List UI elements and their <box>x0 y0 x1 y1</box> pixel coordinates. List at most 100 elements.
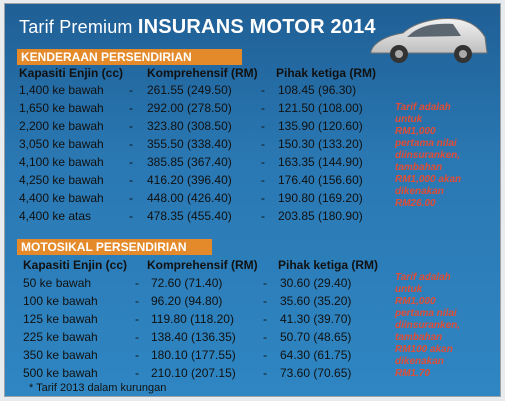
car-rate-row: 4,400 ke bawah - 448.00 (426.40) - 190.8… <box>19 189 389 207</box>
comprehensive-cell: 119.80 (118.20) <box>151 312 234 326</box>
capacity-cell: 4,100 ke bawah <box>19 155 104 169</box>
comprehensive-cell: 72.60 (71.40) <box>151 276 223 290</box>
dash: - <box>261 191 265 205</box>
note-line: Tarif adalah <box>395 272 451 283</box>
dash: - <box>261 209 265 223</box>
dash: - <box>263 276 267 290</box>
note-line: RM100 akan <box>395 344 453 355</box>
dash: - <box>263 312 267 326</box>
car-capacity-header: Kapasiti Enjin (cc) <box>19 66 124 80</box>
third-party-cell: 30.60 (29.40) <box>280 276 352 290</box>
dash: - <box>261 173 265 187</box>
car-section-band: KENDERAAN PERSENDIRIAN <box>17 49 242 65</box>
page-title: Tarif Premium INSURANS MOTOR 2014 <box>19 16 376 39</box>
note-line: RM26.00 <box>395 198 436 209</box>
comprehensive-cell: 355.50 (338.40) <box>147 137 232 151</box>
note-line: pertama nilai <box>395 308 457 319</box>
car-illustration <box>370 18 488 63</box>
car-rate-row: 4,400 ke atas - 478.35 (455.40) - 203.85… <box>19 207 389 225</box>
dash: - <box>129 155 133 169</box>
note-line: tambahan <box>395 332 443 343</box>
car-rate-row: 2,200 ke bawah - 323.80 (308.50) - 135.9… <box>19 117 389 135</box>
dash: - <box>261 137 265 151</box>
motorcycle-third-party-header: Pihak ketiga (RM) <box>278 258 379 272</box>
capacity-cell: 1,400 ke bawah <box>19 83 104 97</box>
note-line: tambahan <box>395 162 443 173</box>
dash: - <box>263 330 267 344</box>
motorcycle-rate-row: 350 ke bawah - 180.10 (177.55) - 64.30 (… <box>23 346 393 364</box>
car-rate-row: 4,250 ke bawah - 416.20 (396.40) - 176.4… <box>19 171 389 189</box>
comprehensive-cell: 323.80 (308.50) <box>147 119 232 133</box>
note-line: dikenakan <box>395 186 444 197</box>
note-line: RM1,000 <box>395 126 436 137</box>
dash: - <box>135 312 139 326</box>
motorcycle-tariff-note: Tarif adalah untuk RM1,000 pertama nilai… <box>395 272 460 380</box>
dash: - <box>129 101 133 115</box>
comprehensive-cell: 180.10 (177.55) <box>151 348 236 362</box>
third-party-cell: 108.45 (96.30) <box>278 83 357 97</box>
car-rate-row: 1,400 ke bawah - 261.55 (249.50) - 108.4… <box>19 81 389 99</box>
note-line: untuk <box>395 284 423 295</box>
capacity-cell: 50 ke bawah <box>23 276 92 290</box>
car-rate-row: 4,100 ke bawah - 385.85 (367.40) - 163.3… <box>19 153 389 171</box>
dash: - <box>129 119 133 133</box>
motorcycle-comprehensive-header: Komprehensif (RM) <box>147 258 258 272</box>
motorcycle-rate-row: 50 ke bawah - 72.60 (71.40) - 30.60 (29.… <box>23 274 393 292</box>
note-line: Tarif adalah <box>395 102 451 113</box>
car-rate-row: 1,650 ke bawah - 292.00 (278.50) - 121.5… <box>19 99 389 117</box>
car-tariff-note: Tarif adalah untuk RM1,000 pertama nilai… <box>395 102 461 210</box>
dash: - <box>261 155 265 169</box>
dash: - <box>129 209 133 223</box>
comprehensive-cell: 385.85 (367.40) <box>147 155 232 169</box>
capacity-cell: 3,050 ke bawah <box>19 137 104 151</box>
third-party-cell: 135.90 (120.60) <box>278 119 363 133</box>
third-party-cell: 176.40 (156.60) <box>278 173 363 187</box>
dash: - <box>135 276 139 290</box>
motorcycle-rate-row: 225 ke bawah - 138.40 (136.35) - 50.70 (… <box>23 328 393 346</box>
motorcycle-capacity-header: Kapasiti Enjin (cc) <box>23 258 128 272</box>
third-party-cell: 121.50 (108.00) <box>278 101 363 115</box>
dash: - <box>129 173 133 187</box>
comprehensive-cell: 478.35 (455.40) <box>147 209 232 223</box>
motorcycle-rate-row: 500 ke bawah - 210.10 (207.15) - 73.60 (… <box>23 364 393 382</box>
capacity-cell: 4,250 ke bawah <box>19 173 104 187</box>
third-party-cell: 203.85 (180.90) <box>278 209 363 223</box>
comprehensive-cell: 416.20 (396.40) <box>147 173 232 187</box>
comprehensive-cell: 261.55 (249.50) <box>147 83 232 97</box>
motorcycle-section-band: MOTOSIKAL PERSENDIRIAN <box>17 239 212 255</box>
dash: - <box>261 119 265 133</box>
note-line: RM1,000 akan <box>395 174 462 185</box>
title-bold: INSURANS MOTOR 2014 <box>137 16 376 38</box>
tariff-panel: Tarif Premium INSURANS MOTOR 2014 KENDER… <box>4 3 501 397</box>
capacity-cell: 225 ke bawah <box>23 330 98 344</box>
comprehensive-cell: 210.10 (207.15) <box>151 366 236 380</box>
capacity-cell: 125 ke bawah <box>23 312 98 326</box>
motorcycle-rate-row: 100 ke bawah - 96.20 (94.80) - 35.60 (35… <box>23 292 393 310</box>
third-party-cell: 163.35 (144.90) <box>278 155 363 169</box>
comprehensive-cell: 96.20 (94.80) <box>151 294 223 308</box>
dash: - <box>263 366 267 380</box>
note-line: diinsuranken, <box>395 320 461 331</box>
third-party-cell: 73.60 (70.65) <box>280 366 352 380</box>
dash: - <box>129 83 133 97</box>
note-line: pertama nilai <box>395 138 457 149</box>
dash: - <box>129 137 133 151</box>
capacity-cell: 4,400 ke atas <box>19 209 92 223</box>
dash: - <box>129 191 133 205</box>
comprehensive-cell: 138.40 (136.35) <box>151 330 236 344</box>
footnote: * Tarif 2013 dalam kurungan <box>29 382 167 394</box>
note-line: RM1,000 <box>395 296 436 307</box>
dash: - <box>263 348 267 362</box>
dash: - <box>135 366 139 380</box>
title-prefix: Tarif Premium <box>19 17 133 37</box>
capacity-cell: 350 ke bawah <box>23 348 98 362</box>
note-line: RM1.70 <box>395 368 431 379</box>
car-third-party-header: Pihak ketiga (RM) <box>276 66 377 80</box>
motorcycle-rate-row: 125 ke bawah - 119.80 (118.20) - 41.30 (… <box>23 310 393 328</box>
note-line: diinsuranken, <box>395 150 461 161</box>
capacity-cell: 4,400 ke bawah <box>19 191 104 205</box>
note-line: dikenakan <box>395 356 444 367</box>
third-party-cell: 50.70 (48.65) <box>280 330 352 344</box>
comprehensive-cell: 448.00 (426.40) <box>147 191 232 205</box>
dash: - <box>261 83 265 97</box>
